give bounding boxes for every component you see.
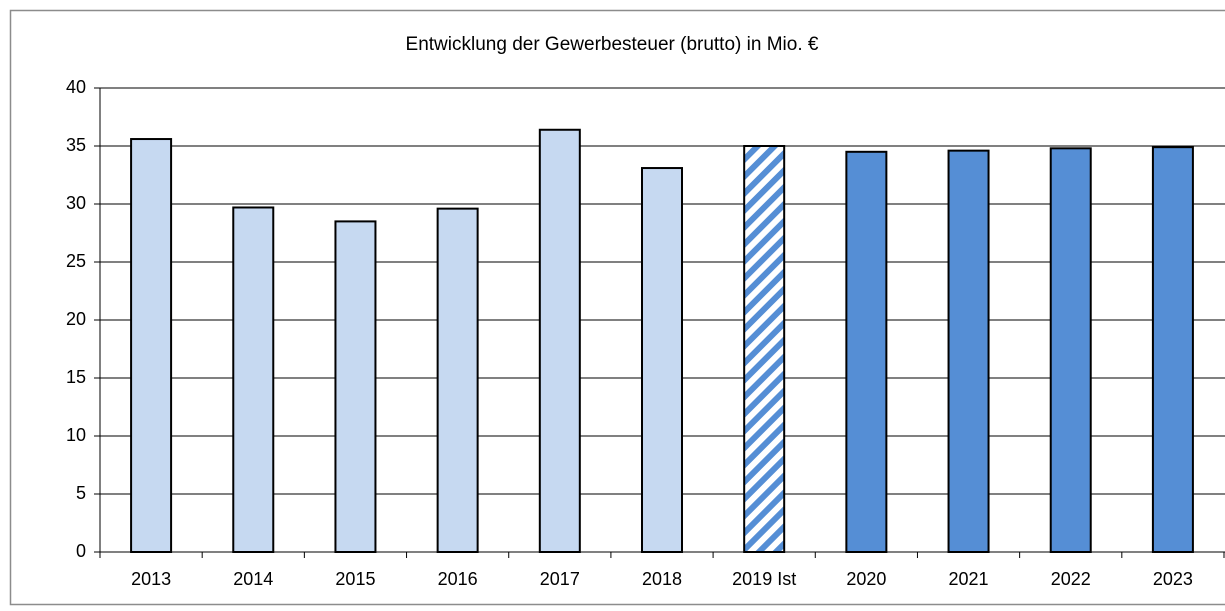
bar [947, 149, 990, 553]
y-tick-label: 20 [66, 309, 86, 329]
y-tick-label: 35 [66, 135, 86, 155]
bar [845, 150, 888, 554]
bar [743, 145, 786, 553]
bar [1049, 147, 1092, 553]
bar [334, 220, 377, 553]
x-tick-label: 2020 [846, 569, 886, 589]
x-tick-label: 2022 [1051, 569, 1091, 589]
y-tick-label: 0 [76, 541, 86, 561]
bar [232, 206, 275, 553]
x-tick-label: 2021 [949, 569, 989, 589]
x-tick-label: 2018 [642, 569, 682, 589]
y-tick-label: 10 [66, 425, 86, 445]
bar [436, 207, 479, 553]
chart-frame [9, 9, 1225, 606]
x-tick-label: 2016 [438, 569, 478, 589]
x-tick-label: 2023 [1153, 569, 1193, 589]
y-tick-label: 40 [66, 77, 86, 97]
bar [1151, 146, 1194, 553]
y-tick-label: 30 [66, 193, 86, 213]
y-tick-label: 5 [76, 483, 86, 503]
x-tick-label: 2014 [233, 569, 273, 589]
y-tick-label: 15 [66, 367, 86, 387]
bar [641, 167, 683, 553]
bar [130, 138, 173, 553]
y-tick-label: 25 [66, 251, 86, 271]
chart-title: Entwicklung der Gewerbesteuer (brutto) i… [406, 34, 819, 55]
bar [538, 128, 581, 553]
x-tick-label: 2017 [540, 569, 580, 589]
x-tick-label: 2015 [335, 569, 375, 589]
x-tick-label: 2013 [131, 569, 171, 589]
x-tick-label: 2019 Ist [732, 569, 796, 589]
